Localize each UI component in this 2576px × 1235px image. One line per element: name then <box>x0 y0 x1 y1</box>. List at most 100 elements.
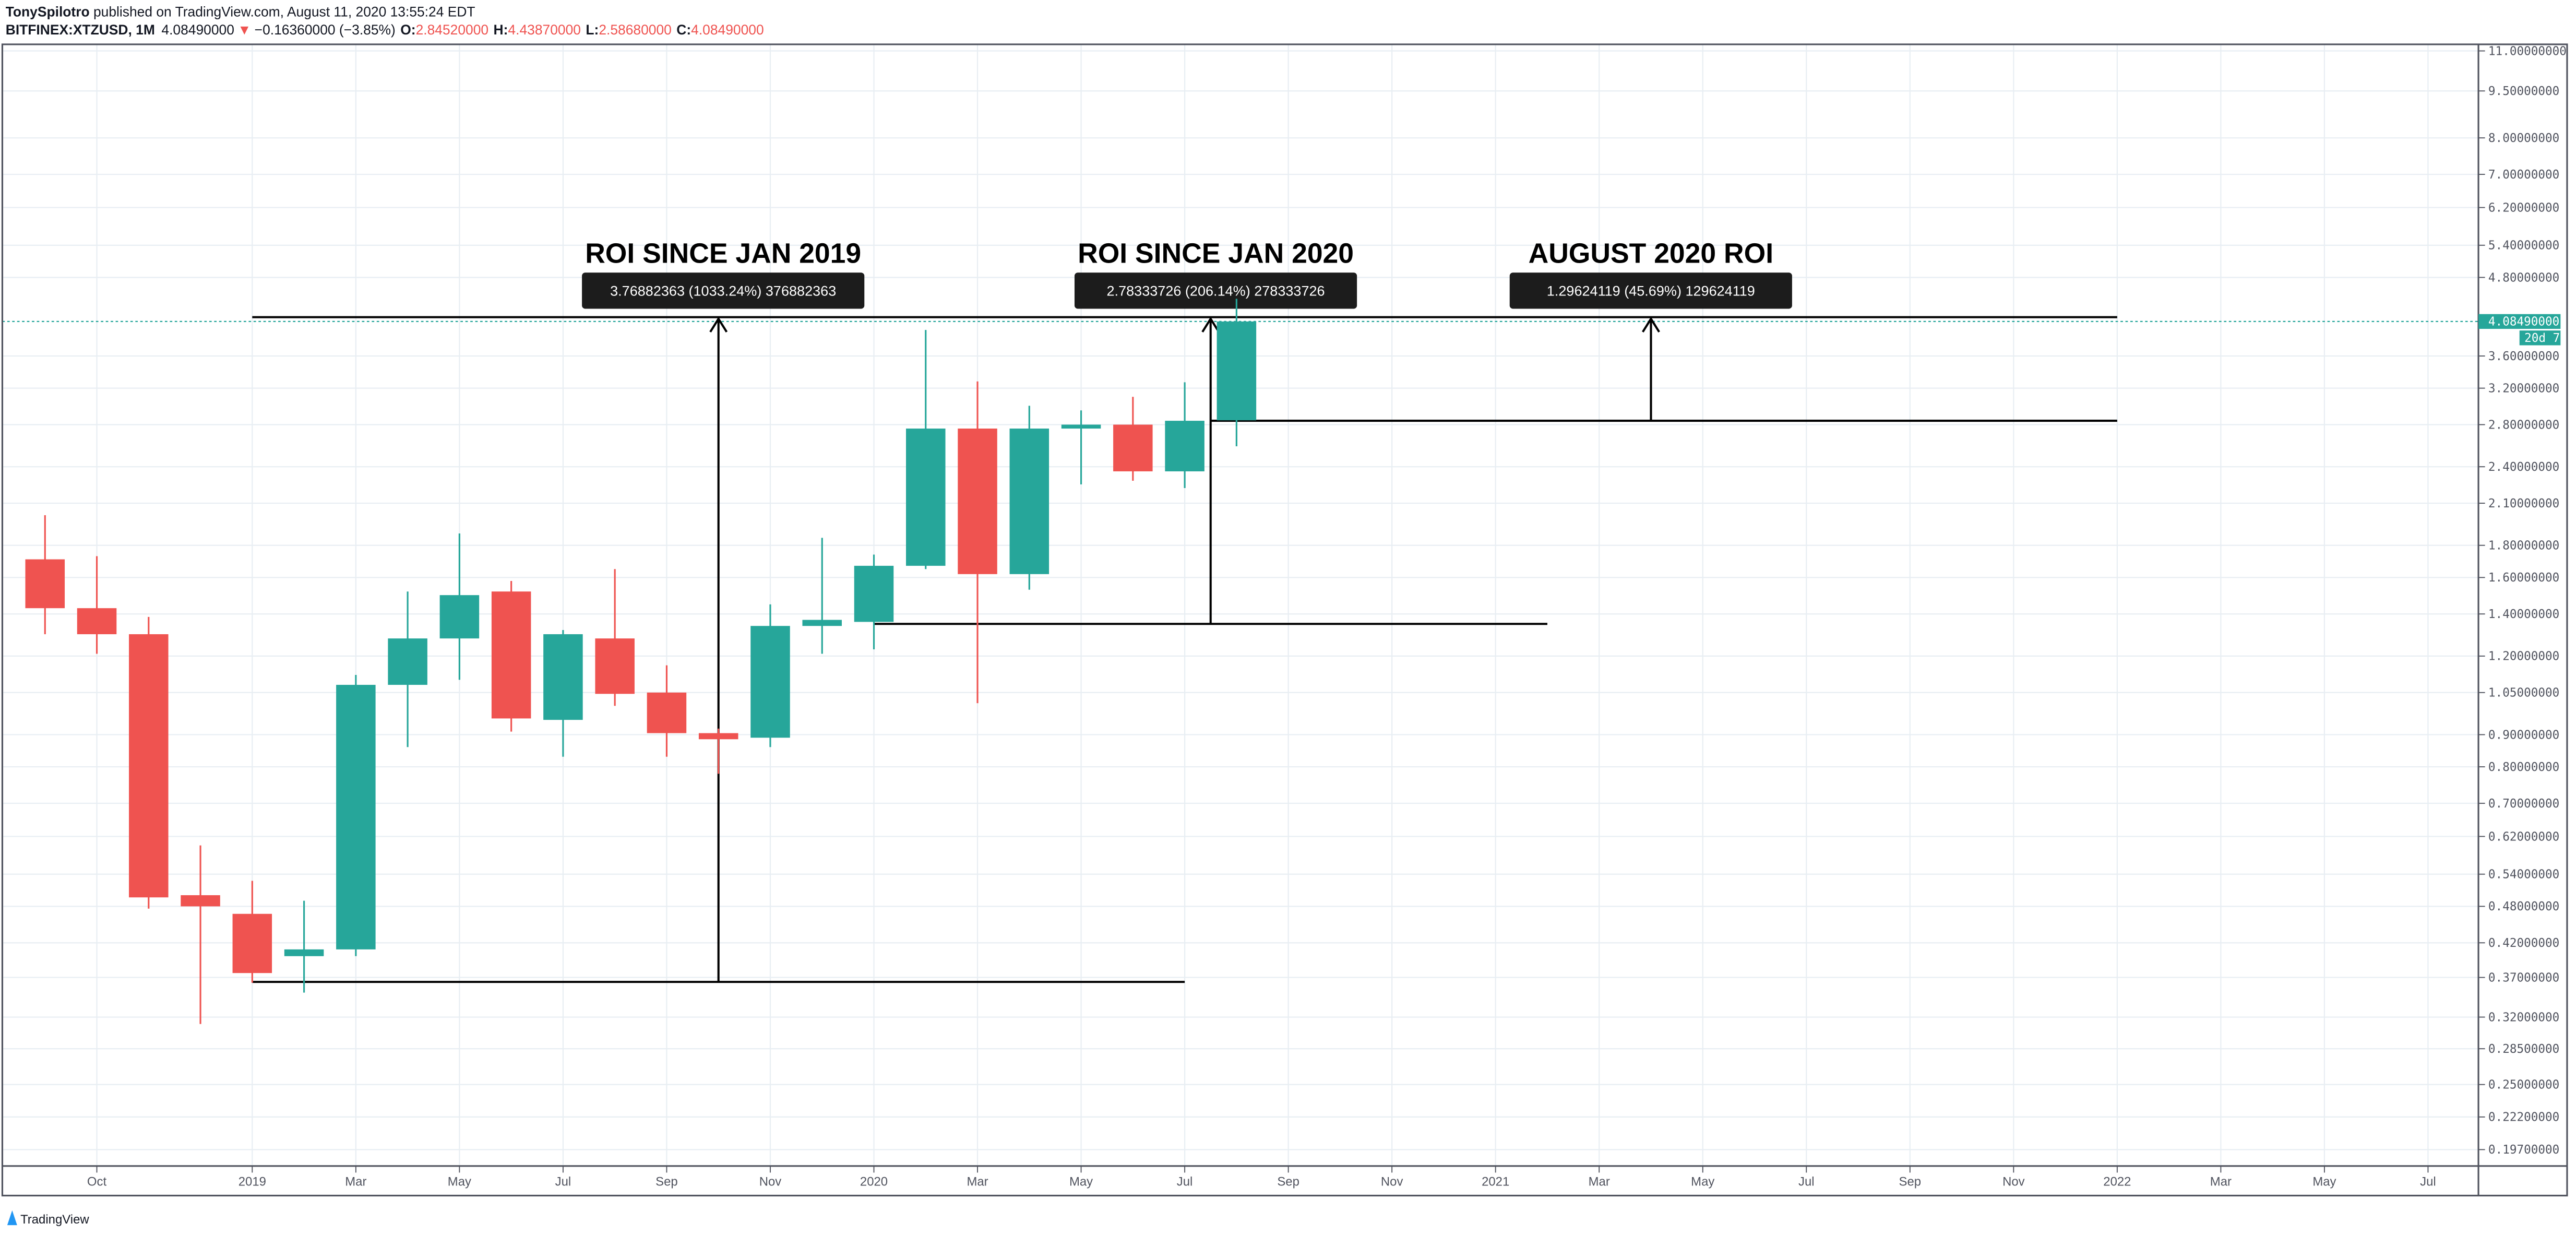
symbol-legend: BITFINEX:XTZUSD, 1M 4.08490000 ▼ −0.1636000… <box>6 22 764 38</box>
price-tick-label: 0.19700000 <box>2488 1143 2559 1157</box>
price-tick-label: 5.40000000 <box>2488 239 2559 253</box>
close-value: 4.08490000 <box>691 22 764 38</box>
time-tick-label: Nov <box>2002 1175 2025 1189</box>
time-tick-label: Mar <box>967 1175 988 1189</box>
candle-2020-08[interactable] <box>1217 299 1257 446</box>
symbol-name[interactable]: BITFINEX:XTZUSD, 1M <box>6 22 155 38</box>
candle-2018-09[interactable] <box>25 515 65 635</box>
candle-2018-12[interactable] <box>181 845 220 1024</box>
candle-body <box>802 620 842 626</box>
price-tick-label: 0.22200000 <box>2488 1111 2559 1124</box>
candle-2019-03[interactable] <box>336 674 376 956</box>
price-tick-label: 6.20000000 <box>2488 201 2559 215</box>
roi-label-box <box>1074 272 1357 309</box>
candle-body <box>1217 321 1257 421</box>
price-tick-label: 1.80000000 <box>2488 539 2559 553</box>
price-tick-label: 0.37000000 <box>2488 971 2559 984</box>
candle-2019-09[interactable] <box>647 665 687 757</box>
price-tick-label: 1.40000000 <box>2488 608 2559 621</box>
open-label: O: <box>400 22 415 38</box>
tradingview-logo-icon <box>7 1210 17 1226</box>
candle-2019-01[interactable] <box>232 881 272 983</box>
time-tick-label: Mar <box>1589 1175 1610 1189</box>
tradingview-logo[interactable]: TradingView <box>7 1210 89 1227</box>
price-axis[interactable]: 11.00000000 9.50000000 8.00000000 7.0000000… <box>2478 44 2567 1157</box>
time-tick-label: Jul <box>1177 1175 1193 1189</box>
arrow-up-icon <box>709 316 728 333</box>
high-label: H: <box>494 22 508 38</box>
price-tick-label: 1.20000000 <box>2488 650 2559 663</box>
candle-body <box>77 608 117 635</box>
candle-2020-02[interactable] <box>906 330 946 569</box>
candle-body <box>336 685 376 949</box>
time-tick-label: 2021 <box>1482 1175 1509 1189</box>
time-tick-label: May <box>1691 1175 1714 1189</box>
time-tick-label: Mar <box>345 1175 366 1189</box>
candle-2019-07[interactable] <box>543 630 583 757</box>
candle-body <box>698 733 738 740</box>
time-axis[interactable]: Oct 2019 Mar May Jul Sep Nov 2020 Mar May Jul Sep No… <box>87 1166 2436 1189</box>
candle-2020-05[interactable] <box>1061 410 1101 484</box>
candle-body <box>1165 421 1204 471</box>
author-name[interactable]: TonySpilotro <box>6 4 90 19</box>
time-tick-label: May <box>2312 1175 2336 1189</box>
price-tick-label: 0.70000000 <box>2488 797 2559 811</box>
price-tick-label: 0.48000000 <box>2488 900 2559 913</box>
time-tick-label: May <box>448 1175 471 1189</box>
candle-body <box>284 949 324 956</box>
candle-body <box>595 638 635 694</box>
price-tag-value: 4.08490000 <box>2488 315 2559 329</box>
roi-annotations[interactable]: ROI SINCE JAN 2019 3.76882363 (1033.24%) … <box>252 238 2117 983</box>
roi-label-box <box>1509 272 1792 309</box>
price-tick-label: 0.80000000 <box>2488 761 2559 774</box>
price-tick-label: 2.10000000 <box>2488 497 2559 510</box>
candle-2019-06[interactable] <box>491 580 531 732</box>
candle-2020-04[interactable] <box>1009 406 1050 590</box>
candle-2019-08[interactable] <box>595 569 635 706</box>
candles <box>25 299 1257 1024</box>
time-tick-label: Mar <box>2210 1175 2232 1189</box>
close-label: C: <box>676 22 691 38</box>
candle-2020-03[interactable] <box>958 381 997 704</box>
time-tick-label: Sep <box>655 1175 678 1189</box>
time-tick-label: Nov <box>1381 1175 1403 1189</box>
candle-body <box>129 634 169 898</box>
candle-2019-10[interactable] <box>698 728 738 774</box>
last-price: 4.08490000 <box>161 22 234 38</box>
candle-2020-06[interactable] <box>1113 397 1153 481</box>
price-tick-label: 7.00000000 <box>2488 168 2559 182</box>
price-tick-label: 4.80000000 <box>2488 271 2559 284</box>
time-tick-label: Oct <box>87 1175 107 1189</box>
candle-2018-10[interactable] <box>77 556 117 654</box>
candle-2019-11[interactable] <box>750 604 790 747</box>
grid <box>2 44 2479 1166</box>
arrow-up-icon <box>1201 316 1220 333</box>
high-value: 4.43870000 <box>508 22 581 38</box>
price-tick-label: 0.32000000 <box>2488 1011 2559 1024</box>
price-tick-label: 0.54000000 <box>2488 868 2559 882</box>
time-tick-label: 2019 <box>238 1175 266 1189</box>
time-tick-label: Nov <box>759 1175 782 1189</box>
price-tick-label: 8.00000000 <box>2488 132 2559 145</box>
candle-body <box>1009 429 1050 574</box>
open-value: 2.84520000 <box>416 22 489 38</box>
price-change: −0.16360000 (−3.85%) <box>255 22 396 38</box>
candle-2020-07[interactable] <box>1165 382 1204 488</box>
candle-2019-12[interactable] <box>802 538 842 654</box>
roi-title: AUGUST 2020 ROI <box>1529 238 1773 269</box>
low-value: 2.58680000 <box>599 22 672 38</box>
candle-2019-05[interactable] <box>439 533 480 680</box>
candle-body <box>854 565 894 622</box>
candle-2020-01[interactable] <box>854 554 894 649</box>
price-tick-label: 3.20000000 <box>2488 382 2559 396</box>
candle-body <box>1113 424 1153 471</box>
candle-body <box>750 626 790 738</box>
candle-2018-11[interactable] <box>129 616 169 909</box>
candle-2019-02[interactable] <box>284 900 324 993</box>
down-arrow-icon: ▼ <box>237 22 251 38</box>
candle-2019-04[interactable] <box>388 591 427 747</box>
price-tick-label: 1.05000000 <box>2488 686 2559 700</box>
candle-body <box>232 913 272 973</box>
price-tick-label: 2.80000000 <box>2488 418 2559 432</box>
